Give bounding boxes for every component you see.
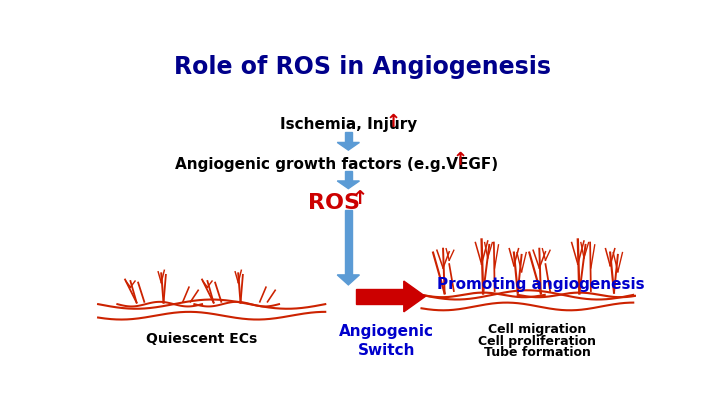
- Polygon shape: [345, 133, 352, 143]
- Polygon shape: [345, 210, 352, 275]
- Polygon shape: [337, 181, 359, 188]
- Polygon shape: [337, 275, 359, 285]
- Text: Tube formation: Tube formation: [484, 346, 591, 359]
- Text: Angiogenic
Switch: Angiogenic Switch: [340, 324, 435, 358]
- Text: Quiescent ECs: Quiescent ECs: [147, 332, 257, 346]
- Text: Promoting angiogenesis: Promoting angiogenesis: [437, 277, 644, 292]
- Text: Angiogenic growth factors (e.g.VEGF): Angiogenic growth factors (e.g.VEGF): [175, 156, 498, 171]
- Text: Role of ROS in Angiogenesis: Role of ROS in Angiogenesis: [174, 55, 552, 79]
- Polygon shape: [345, 171, 352, 181]
- Text: ↑: ↑: [452, 151, 467, 169]
- Text: ROS: ROS: [308, 193, 359, 213]
- Text: Ischemia, Injury: Ischemia, Injury: [280, 117, 417, 132]
- Polygon shape: [337, 143, 359, 150]
- Text: ↑: ↑: [352, 189, 368, 208]
- Text: Cell migration: Cell migration: [488, 323, 586, 336]
- Text: ↑: ↑: [386, 113, 401, 131]
- Polygon shape: [404, 281, 425, 312]
- Polygon shape: [356, 289, 404, 304]
- Text: Cell proliferation: Cell proliferation: [478, 334, 596, 348]
